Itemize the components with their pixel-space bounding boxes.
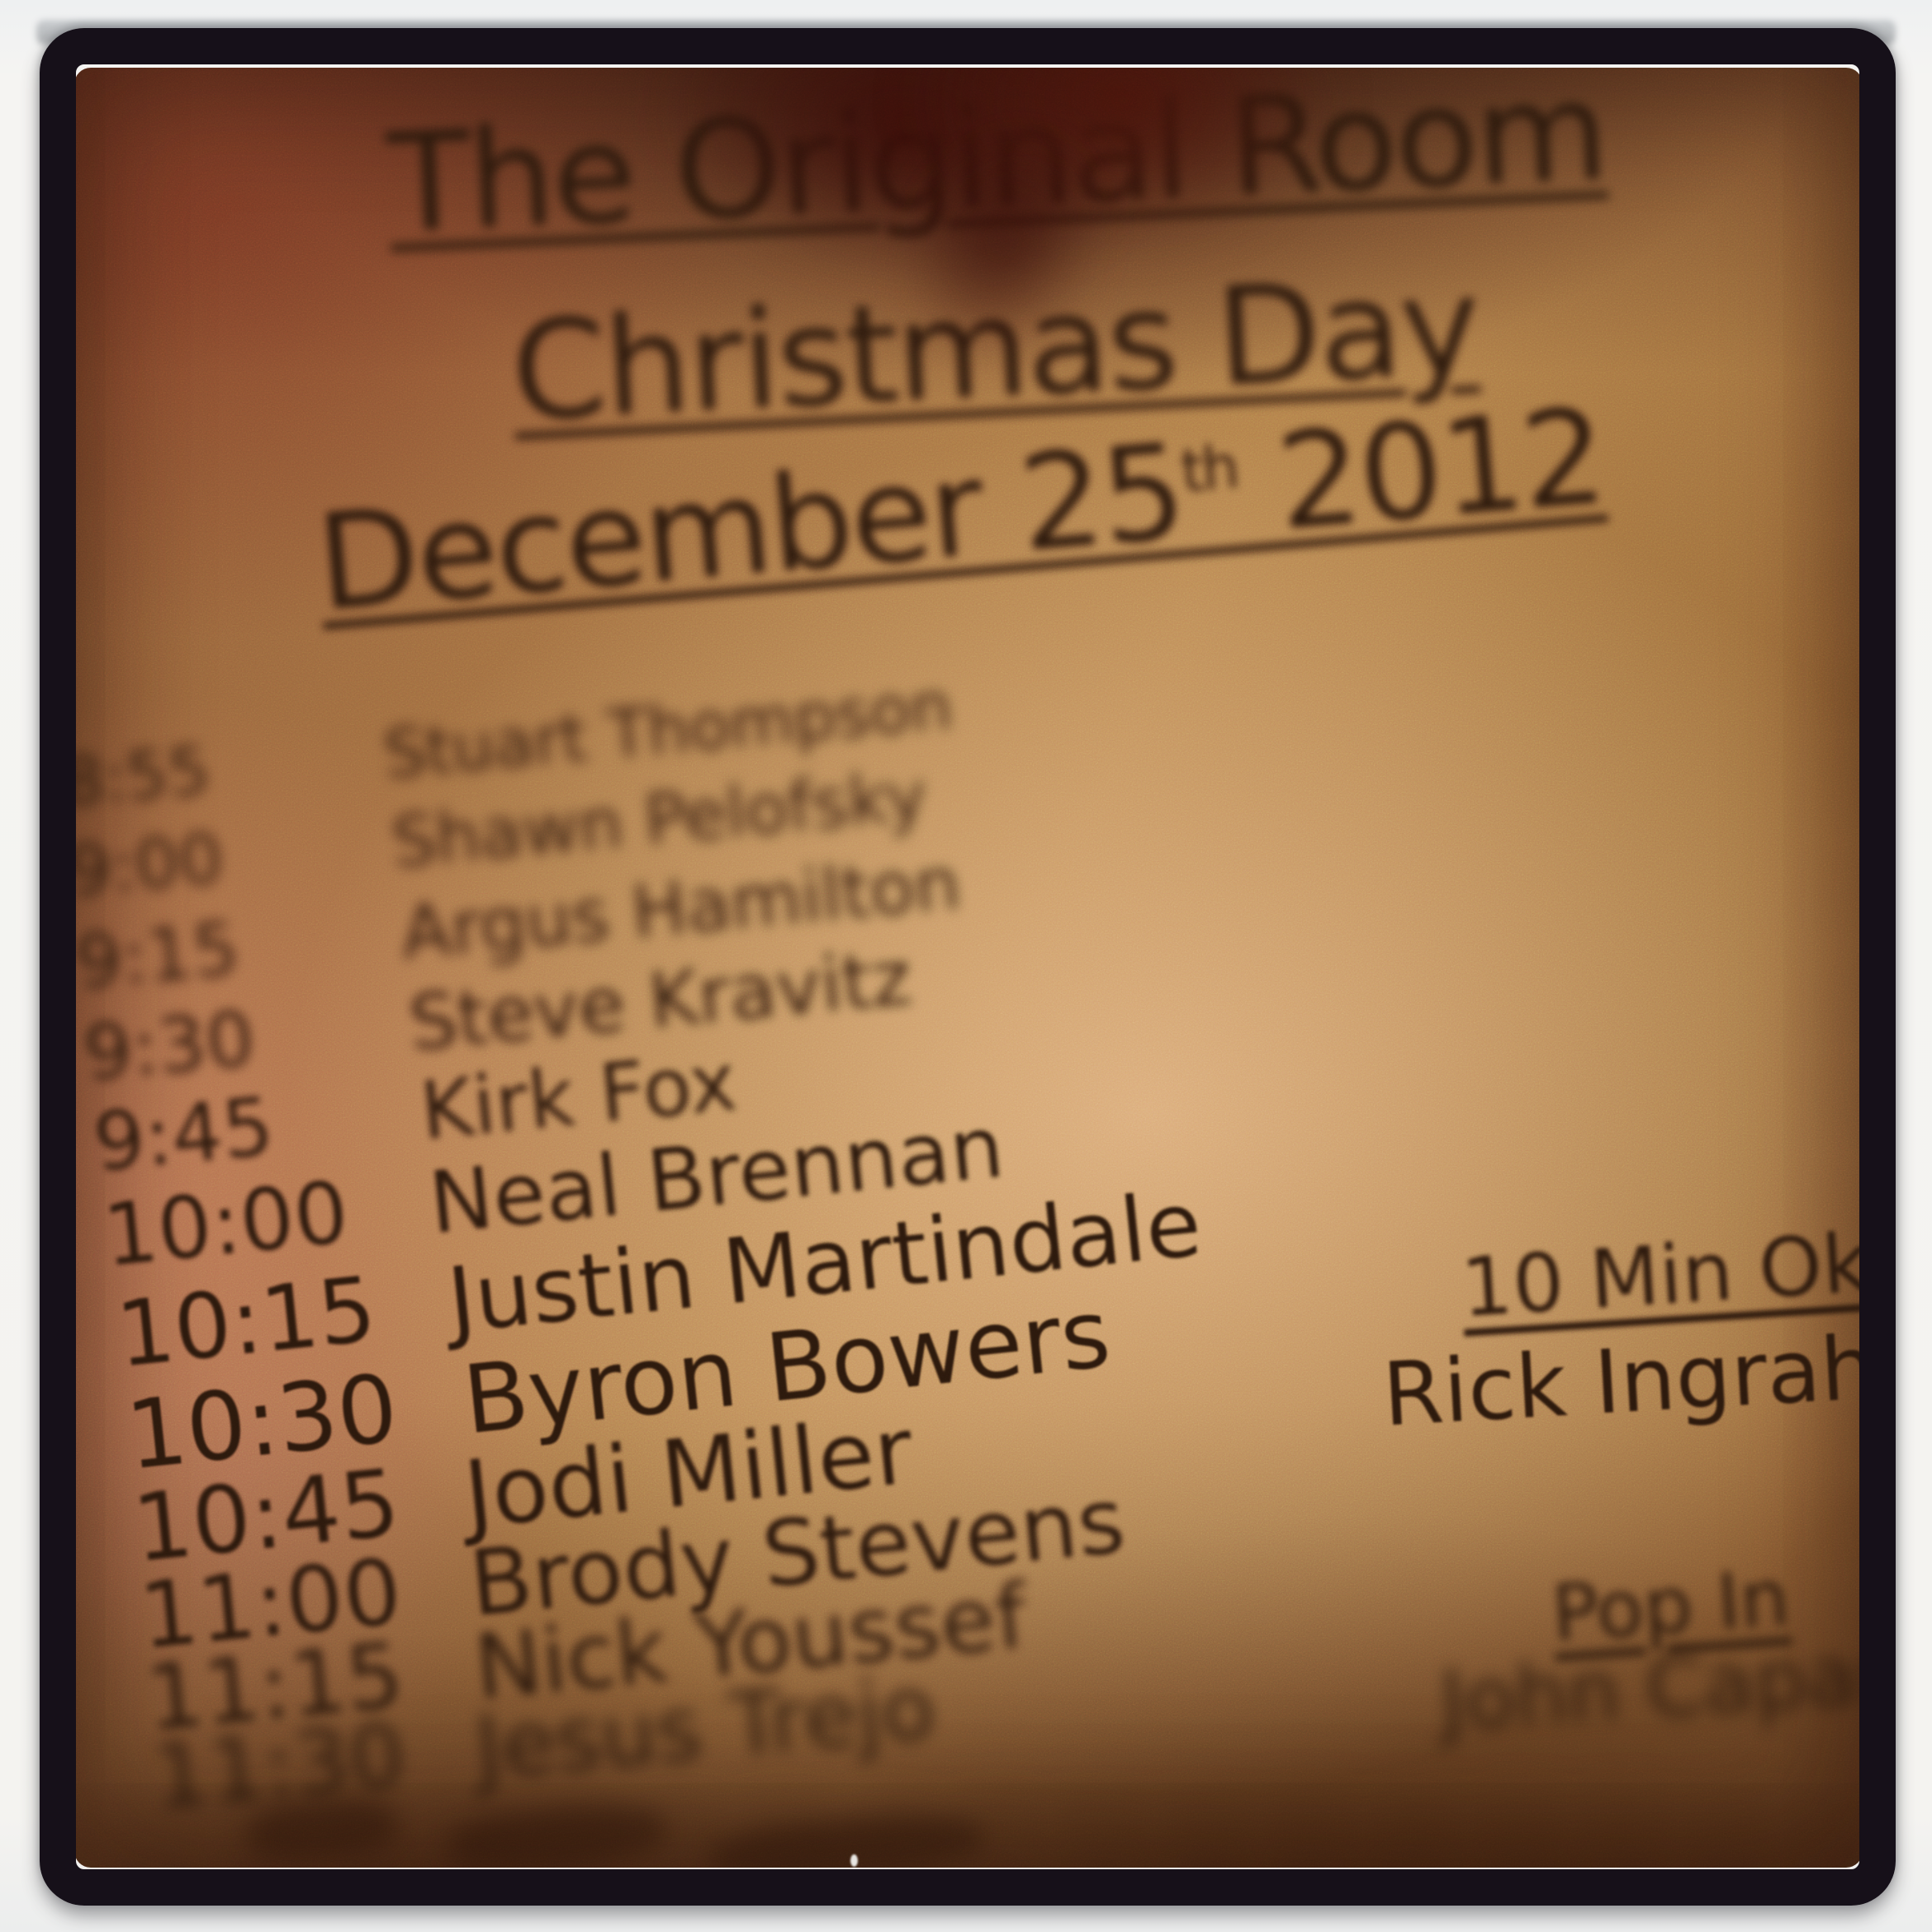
lineup-photo: The Original Room Christmas Day December…: [74, 68, 1863, 1868]
photo-print-edge: [36, 20, 1896, 45]
ten-min-ok-label: 10 Min Ok: [1458, 1216, 1863, 1336]
date-ordinal-suffix: th: [1177, 432, 1240, 506]
date-year: 2012: [1232, 378, 1610, 564]
cutoff-row-smudge: [708, 1807, 985, 1868]
set-time: 9:15: [74, 906, 243, 1006]
cutoff-row-smudge: [447, 1798, 667, 1868]
dust-speck: [850, 1854, 858, 1867]
ten-min-ok-name: Rick Ingraha: [1380, 1314, 1863, 1446]
set-time: 9:00: [74, 817, 227, 912]
date-main: December 25: [311, 414, 1190, 641]
set-time: 8:55: [74, 732, 213, 822]
pop-in-name: John Caparu: [1437, 1622, 1863, 1750]
